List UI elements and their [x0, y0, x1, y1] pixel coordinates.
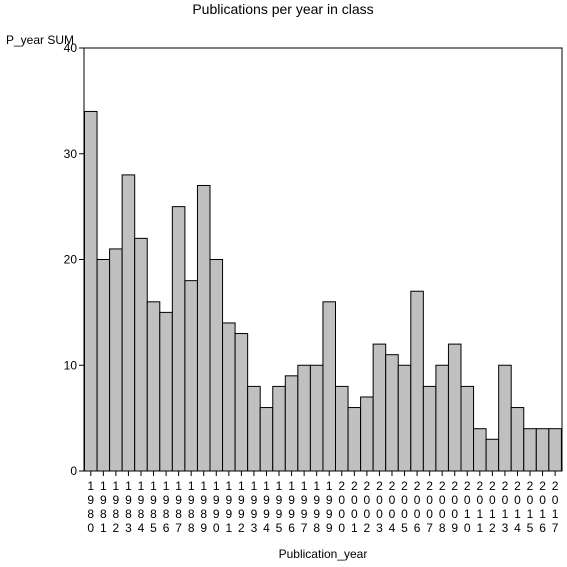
bar-1996: [284, 375, 299, 472]
bar-1999: [322, 301, 337, 472]
y-tick-label: 40: [64, 41, 78, 55]
bar-1985: [146, 301, 161, 472]
bar-2007: [422, 385, 437, 472]
bar-1989: [196, 184, 211, 472]
bar-2001: [347, 407, 362, 472]
bar-2016: [535, 428, 550, 472]
bar-1998: [309, 364, 324, 472]
y-tick-label: 0: [70, 464, 77, 478]
x-axis: 1 9 8 0 1 9 8 1 1 9 8 2 1 9 8 3 1 9 8 4 1 9 8 5 1 9 8 6 1 9 8 7 1 9 8 8 1 9 8 9…: [87, 471, 559, 535]
bar-2004: [385, 354, 399, 472]
bar-1981: [96, 259, 111, 472]
bar-1995: [272, 385, 286, 472]
bar-1990: [209, 259, 224, 472]
chart-title: Publications per year in class: [192, 1, 373, 17]
bar-2005: [397, 364, 412, 472]
bar-1994: [259, 407, 274, 472]
y-axis-title: P_year SUM: [6, 33, 74, 47]
bar-2011: [473, 428, 487, 472]
bar-2010: [460, 385, 475, 472]
bar-2017: [548, 428, 562, 472]
bar-2009: [447, 343, 462, 472]
bar-1984: [134, 237, 148, 472]
y-tick-label: 30: [64, 147, 78, 161]
bar-2013: [498, 364, 512, 472]
bar-2008: [435, 364, 449, 472]
bar-2000: [335, 385, 349, 472]
bar-2012: [485, 438, 500, 472]
bar-1982: [109, 248, 123, 472]
bar-1988: [184, 280, 198, 472]
y-axis: 0 10 20 30 40: [64, 41, 84, 478]
bar-1997: [297, 364, 311, 472]
bar-1991: [222, 322, 236, 472]
bar-1993: [247, 385, 261, 472]
bar-2002: [360, 396, 374, 472]
bar-1987: [171, 206, 186, 472]
bar-2003: [372, 343, 387, 472]
y-tick-label: 10: [64, 358, 78, 372]
bar-1992: [234, 333, 249, 472]
x-axis-title: Publication_year: [279, 547, 368, 561]
bar-2015: [523, 428, 537, 472]
bar-1986: [159, 311, 173, 472]
bar-1980: [84, 110, 98, 472]
bar-2014: [510, 407, 525, 472]
bar-1983: [121, 174, 136, 472]
y-tick-label: 20: [64, 253, 78, 267]
bar-2006: [410, 290, 424, 472]
bars-group: [84, 110, 562, 472]
